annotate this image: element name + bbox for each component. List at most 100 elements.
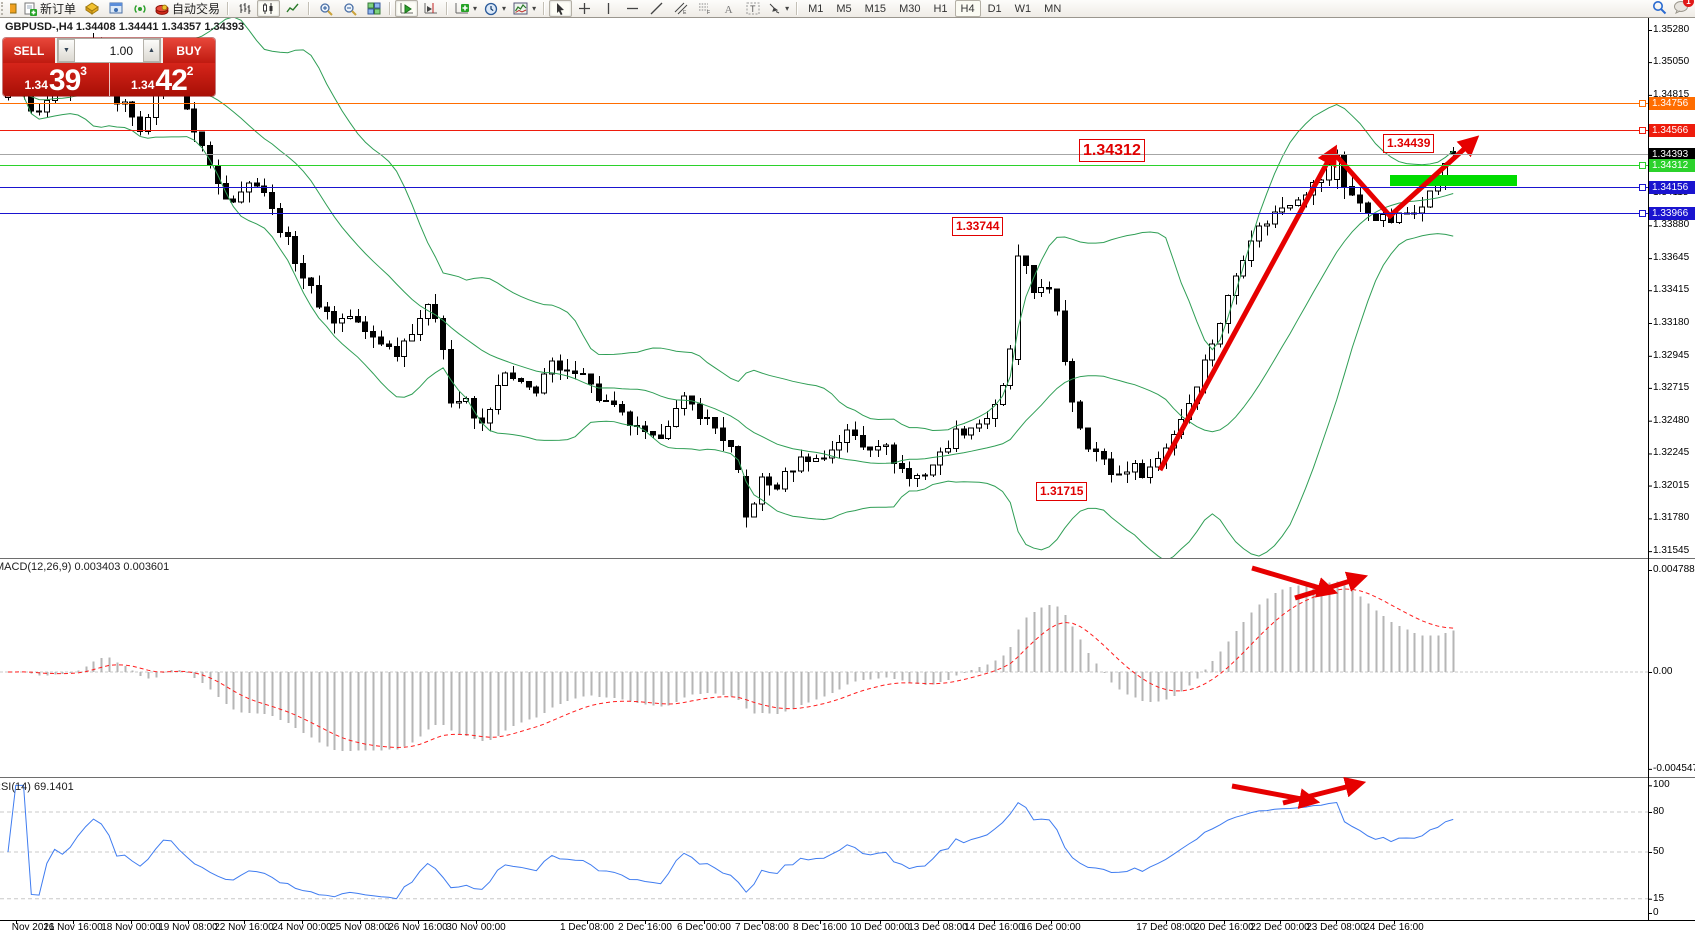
x-axis-label[interactable]: 13 Dec 08:00 <box>908 922 968 933</box>
timeframe-button-d1[interactable]: D1 <box>987 2 1002 15</box>
x-axis-label[interactable]: 19 Nov 08:00 <box>158 922 218 933</box>
timeframe-button-mn[interactable]: MN <box>1044 2 1062 15</box>
timeframe-button-m5[interactable]: M5 <box>836 2 852 15</box>
volume-input[interactable]: 1.00 <box>109 43 133 58</box>
x-axis-label[interactable]: 26 Nov 16:00 <box>388 922 448 933</box>
volume-stepper[interactable]: ▼ 1.00 ▲ <box>57 38 161 63</box>
annotation-1.31715[interactable]: 1.31715 <box>1036 482 1088 501</box>
indicators-button[interactable]: ▾ <box>452 0 480 17</box>
search-icon[interactable] <box>1652 0 1667 18</box>
history-data-icon[interactable] <box>80 0 103 17</box>
y-axis-tick[interactable]: 1.34815 <box>1653 88 1690 100</box>
level-marker[interactable] <box>1639 100 1646 107</box>
x-axis-label[interactable]: 2 Dec 16:00 <box>618 922 672 933</box>
x-axis-label[interactable]: 25 Nov 08:00 <box>330 922 390 933</box>
zoom-out-button[interactable] <box>338 0 361 17</box>
terminal-window-icon[interactable] <box>104 0 127 17</box>
x-axis-label[interactable]: 22 Nov 16:00 <box>214 922 274 933</box>
timeframe-button-m15[interactable]: M15 <box>864 2 887 15</box>
tile-windows-button[interactable] <box>362 0 385 17</box>
x-axis-label[interactable]: 23 Dec 08:00 <box>1306 922 1366 933</box>
y-axis-tick[interactable]: 1.32015 <box>1653 479 1690 491</box>
vertical-line-button[interactable] <box>597 0 620 17</box>
channel-button[interactable]: E <box>669 0 692 17</box>
level-line-1.34393[interactable] <box>0 154 1648 155</box>
chart-shift-button[interactable] <box>419 0 442 17</box>
level-marker[interactable] <box>1639 127 1646 134</box>
trend-arrow[interactable] <box>1157 144 1338 472</box>
rsi-axis-tick[interactable]: 50 <box>1653 846 1665 857</box>
line-chart-button[interactable] <box>281 0 304 17</box>
timeframe-button-m30[interactable]: M30 <box>899 2 921 15</box>
y-axis-tick[interactable]: 1.35050 <box>1653 56 1690 68</box>
crosshair-button[interactable] <box>573 0 596 17</box>
x-axis-label[interactable]: 18 Nov 00:00 <box>101 922 161 933</box>
volume-decrease-button[interactable]: ▼ <box>58 39 75 62</box>
cursor-button[interactable] <box>549 0 573 17</box>
chart-canvas[interactable] <box>0 18 1695 936</box>
horizontal-line-button[interactable] <box>621 0 644 17</box>
annotation-1.34312[interactable]: 1.34312 <box>1079 139 1145 162</box>
timeframe-button-w1[interactable]: W1 <box>1014 2 1032 15</box>
y-axis-tick[interactable]: 1.32245 <box>1653 447 1690 459</box>
timeframe-button-h1[interactable]: H1 <box>933 2 948 15</box>
rsi-axis-tick[interactable]: 0 <box>1653 907 1659 918</box>
level-line-1.34312[interactable] <box>0 165 1648 166</box>
y-axis-tick[interactable]: 1.33180 <box>1653 317 1690 328</box>
new-order-button[interactable]: 新订单 <box>20 0 79 17</box>
rsi-axis-tick[interactable]: 100 <box>1653 779 1670 791</box>
level-line-1.33966[interactable] <box>0 213 1648 214</box>
x-axis-label[interactable]: 17 Dec 08:00 <box>1136 922 1196 933</box>
toolbar-drag-handle[interactable] <box>1 2 8 15</box>
level-line-1.34566[interactable] <box>0 130 1648 131</box>
x-axis-label[interactable]: 7 Dec 08:00 <box>735 922 789 933</box>
macd-axis-tick[interactable]: 0.00 <box>1653 666 1673 677</box>
level-marker[interactable] <box>1639 210 1646 217</box>
x-axis-label[interactable]: 16 Nov 16:00 <box>43 922 103 933</box>
annotation-1.33744[interactable]: 1.33744 <box>952 217 1004 236</box>
x-axis-label[interactable]: 8 Dec 16:00 <box>793 922 847 933</box>
autotrading-button[interactable]: 自动交易 <box>152 0 223 17</box>
zoom-in-button[interactable] <box>314 0 337 17</box>
candlestick-chart-button[interactable] <box>257 0 281 17</box>
x-axis-label[interactable]: 16 Dec 00:00 <box>1021 922 1081 933</box>
sell-price[interactable]: 1.34 39 3 <box>3 63 109 96</box>
buy-button[interactable]: BUY <box>163 38 215 63</box>
trendline-button[interactable] <box>645 0 668 17</box>
periods-clock-button[interactable]: ▾ <box>481 0 509 17</box>
timeframe-button-m1[interactable]: M1 <box>808 2 824 15</box>
rsi-arrow[interactable] <box>1282 776 1367 806</box>
x-axis-label[interactable]: 24 Nov 00:00 <box>272 922 332 933</box>
templates-button[interactable]: ▾ <box>510 0 539 17</box>
x-axis-label[interactable]: 24 Dec 16:00 <box>1364 922 1424 933</box>
level-line-1.34756[interactable] <box>0 103 1648 104</box>
y-axis-tick[interactable]: 1.32480 <box>1653 414 1690 426</box>
y-axis-tick[interactable]: 1.33415 <box>1653 284 1690 296</box>
y-axis-tick[interactable]: 1.31545 <box>1653 545 1690 557</box>
fibonacci-button[interactable]: F <box>693 0 716 17</box>
macd-axis-tick[interactable]: -0.004547 <box>1653 762 1695 774</box>
sell-button[interactable]: SELL <box>3 38 55 63</box>
level-marker[interactable] <box>1639 184 1646 191</box>
timeframe-button-h4[interactable]: H4 <box>954 0 981 17</box>
x-axis-label[interactable]: 14 Dec 16:00 <box>964 922 1024 933</box>
annotation-1.34439[interactable]: 1.34439 <box>1383 134 1435 153</box>
arrows-tool-button[interactable]: ▾ <box>765 0 792 17</box>
x-axis-label[interactable]: 22 Dec 00:00 <box>1250 922 1310 933</box>
macd-axis-tick[interactable]: 0.004788 <box>1653 564 1695 576</box>
volume-increase-button[interactable]: ▲ <box>143 39 160 62</box>
text-button[interactable]: A <box>717 0 740 17</box>
macd-arrow[interactable] <box>1251 565 1339 598</box>
notifications-button[interactable]: 1 <box>1673 0 1694 17</box>
x-axis-label[interactable]: 10 Dec 00:00 <box>850 922 910 933</box>
x-axis-label[interactable]: 1 Dec 08:00 <box>560 922 614 933</box>
y-axis-tick[interactable]: 1.33645 <box>1653 252 1690 264</box>
text-label-button[interactable]: T <box>741 0 764 17</box>
clipped-left-icon[interactable] <box>9 0 19 17</box>
x-axis-label[interactable]: 6 Dec 00:00 <box>677 922 731 933</box>
auto-scroll-button[interactable] <box>395 0 419 17</box>
y-axis-tick[interactable]: 1.33880 <box>1653 219 1690 231</box>
level-line-1.34156[interactable] <box>0 187 1648 188</box>
y-axis-tick[interactable]: 1.35280 <box>1653 24 1690 35</box>
bar-chart-button[interactable] <box>233 0 256 17</box>
